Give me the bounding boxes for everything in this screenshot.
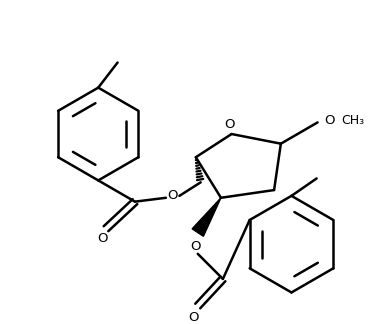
Text: O: O <box>189 311 199 324</box>
Polygon shape <box>192 198 221 236</box>
Text: CH₃: CH₃ <box>341 114 364 127</box>
Text: O: O <box>97 232 107 245</box>
Text: O: O <box>224 118 235 131</box>
Text: O: O <box>191 239 201 253</box>
Text: O: O <box>167 189 178 202</box>
Text: O: O <box>324 114 335 127</box>
